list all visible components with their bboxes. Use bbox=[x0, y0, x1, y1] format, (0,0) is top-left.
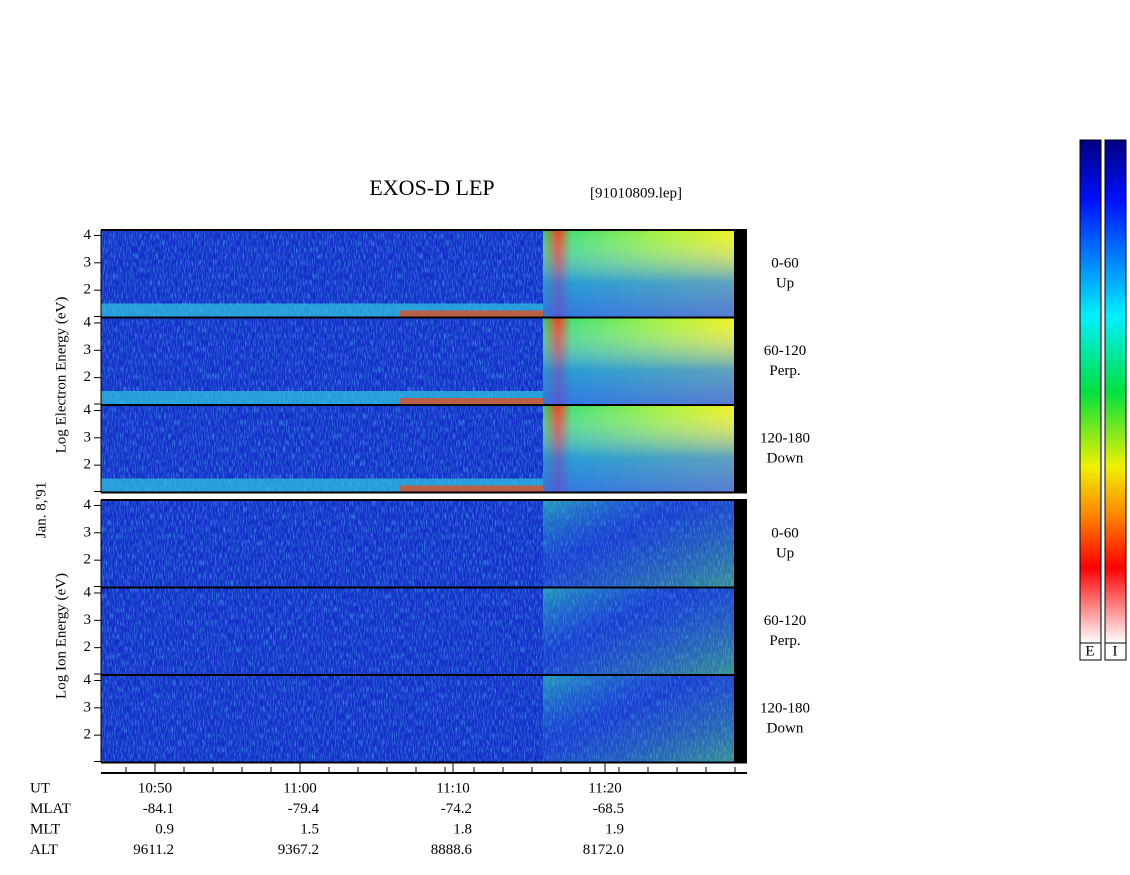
colorbar-box bbox=[1079, 642, 1102, 661]
colorbar-label: I bbox=[1113, 643, 1118, 659]
black-bar bbox=[734, 317, 747, 405]
electron-axis-label: Log Electron Energy (eV) bbox=[53, 297, 69, 454]
colorbar-label: E bbox=[1085, 643, 1094, 659]
row-cell: -84.1 bbox=[143, 801, 174, 817]
file-name: [91010809.lep] bbox=[590, 185, 682, 201]
black-bar bbox=[734, 675, 747, 763]
panel-angle: 120-180 bbox=[760, 430, 810, 446]
row-name: MLT bbox=[30, 821, 60, 837]
row-name: ALT bbox=[30, 842, 58, 858]
date: Jan. 8,'91 bbox=[33, 482, 49, 538]
panel-angle: 60-120 bbox=[764, 343, 807, 359]
y-tick-label: 3 bbox=[84, 254, 92, 270]
panel-angle: 0-60 bbox=[771, 255, 799, 271]
y-tick-label: 2 bbox=[84, 552, 92, 568]
row-cell: -79.4 bbox=[288, 801, 320, 817]
ut-label: 11:20 bbox=[588, 780, 622, 796]
row-cell: 8172.0 bbox=[583, 842, 624, 858]
spectrogram-hot bbox=[543, 317, 734, 405]
black-bar bbox=[734, 500, 747, 588]
y-tick-label: 2 bbox=[84, 727, 92, 743]
row-cell: -68.5 bbox=[593, 801, 624, 817]
ut-label: 10:50 bbox=[138, 780, 172, 796]
row-cell: 1.8 bbox=[453, 821, 472, 837]
panel-direction: Up bbox=[776, 545, 794, 561]
row-cell: 1.9 bbox=[605, 821, 624, 837]
panel-angle: 60-120 bbox=[764, 613, 807, 629]
row-cell: 9611.2 bbox=[133, 842, 174, 858]
y-tick-label: 2 bbox=[84, 369, 92, 385]
y-tick-label: 4 bbox=[84, 227, 92, 243]
y-tick-label: 4 bbox=[84, 672, 92, 688]
y-tick-label: 2 bbox=[84, 282, 92, 298]
colorbar-box bbox=[1104, 642, 1127, 661]
panel-direction: Up bbox=[776, 275, 794, 291]
y-tick-label: 2 bbox=[84, 457, 92, 473]
row-cell: -74.2 bbox=[441, 801, 472, 817]
row-cell: 0.9 bbox=[155, 821, 174, 837]
y-tick-label: 3 bbox=[84, 699, 92, 715]
y-tick-label: 2 bbox=[84, 639, 92, 655]
row-name: MLAT bbox=[30, 801, 71, 817]
y-tick-label: 4 bbox=[84, 402, 92, 418]
panel-direction: Perp. bbox=[769, 363, 800, 379]
row-name: UT bbox=[30, 780, 50, 796]
y-tick-label: 3 bbox=[84, 612, 92, 628]
black-bar bbox=[734, 230, 747, 318]
black-bar bbox=[734, 587, 747, 675]
spectrogram-hot bbox=[543, 500, 734, 588]
ut-label: 11:10 bbox=[436, 780, 470, 796]
spectrogram-band bbox=[400, 398, 543, 405]
y-tick-label: 3 bbox=[84, 524, 92, 540]
spectrogram-hot bbox=[543, 587, 734, 675]
panel-direction: Down bbox=[767, 450, 804, 466]
colorbar-i bbox=[1104, 139, 1127, 644]
panel-direction: Perp. bbox=[769, 633, 800, 649]
y-tick-label: 3 bbox=[84, 342, 92, 358]
spectrogram-hot bbox=[543, 230, 734, 318]
ion-axis-label: Log Ion Energy (eV) bbox=[53, 573, 69, 699]
title: EXOS-D LEP bbox=[369, 175, 494, 200]
spectrogram-hot bbox=[543, 405, 734, 493]
y-tick-label: 4 bbox=[84, 497, 92, 513]
y-tick-label: 4 bbox=[84, 584, 92, 600]
row-cell: 1.5 bbox=[300, 821, 319, 837]
row-cell: 9367.2 bbox=[278, 842, 319, 858]
panel-angle: 120-180 bbox=[760, 700, 810, 716]
ut-label: 11:00 bbox=[283, 780, 317, 796]
black-bar bbox=[734, 405, 747, 493]
colorbars: E I bbox=[1079, 139, 1127, 661]
spectrogram-band bbox=[400, 485, 543, 493]
panel-direction: Down bbox=[767, 720, 804, 736]
spectrogram-band bbox=[400, 310, 543, 318]
spectrogram-hot bbox=[543, 675, 734, 763]
y-tick-label: 4 bbox=[84, 314, 92, 330]
y-tick-label: 3 bbox=[84, 429, 92, 445]
colorbar-e bbox=[1079, 139, 1102, 644]
panel-angle: 0-60 bbox=[771, 525, 799, 541]
row-cell: 8888.6 bbox=[431, 842, 473, 858]
